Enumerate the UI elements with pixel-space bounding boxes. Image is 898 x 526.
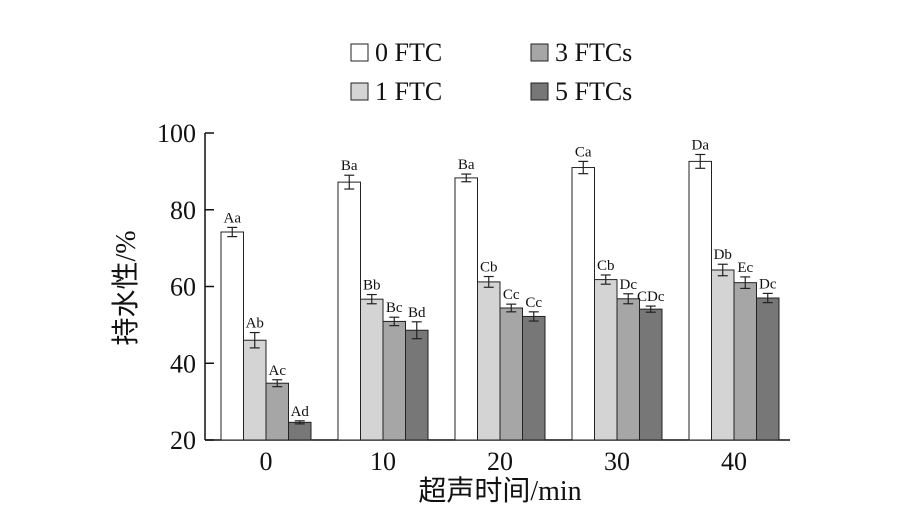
bar (405, 329, 429, 441)
significance-label: Bc (386, 300, 403, 316)
significance-label: Aa (224, 210, 242, 226)
significance-label: Ca (575, 144, 592, 160)
bar (688, 160, 712, 441)
significance-label: Ba (458, 157, 475, 173)
significance-label: Ec (737, 260, 753, 276)
bar (337, 181, 361, 441)
significance-label: Ad (291, 404, 310, 420)
legend-item: 1 FTC (350, 77, 442, 106)
bar (594, 279, 618, 441)
significance-label: Dc (620, 277, 638, 293)
bar (243, 339, 267, 441)
bar (382, 320, 406, 441)
y-tick-label: 100 (157, 119, 196, 148)
legend-item: 5 FTCs (530, 77, 632, 106)
bar (522, 315, 546, 441)
bar (616, 298, 640, 441)
x-tick-label: 40 (721, 447, 747, 476)
x-tick-label: 10 (370, 447, 396, 476)
bar (360, 298, 384, 441)
significance-label: Cb (480, 260, 498, 276)
x-tick-label: 20 (487, 447, 513, 476)
legend-swatch (350, 43, 369, 62)
bar (639, 308, 663, 441)
x-axis-title: 超声时间/min (418, 475, 581, 507)
bar-group-40: Da Db Ec Dc (688, 137, 780, 441)
significance-label: Da (692, 137, 710, 153)
significance-label: Cc (525, 295, 542, 311)
bar (265, 382, 289, 441)
bar (477, 281, 501, 441)
significance-label: Db (714, 247, 732, 263)
bar (499, 307, 523, 441)
significance-label: Cb (597, 258, 615, 274)
legend-label: 5 FTCs (555, 77, 632, 106)
bar (220, 231, 244, 441)
bar (454, 177, 478, 441)
bar (288, 421, 312, 441)
legend-swatch (530, 82, 549, 101)
y-axis-title: 持水性/% (110, 230, 142, 345)
significance-label: Ba (341, 158, 358, 174)
bar (711, 269, 735, 441)
significance-label: Bb (363, 278, 381, 294)
significance-label: Ab (246, 316, 264, 332)
y-tick-label: 60 (170, 273, 196, 302)
x-tick-label: 30 (604, 447, 630, 476)
significance-label: Cc (503, 287, 520, 303)
bar-group-20: Ba Cb Cc Cc (454, 157, 546, 441)
significance-label: Bd (408, 305, 426, 321)
legend: 0 FTC 1 FTC 3 FTCs 5 FTCs (350, 38, 632, 106)
y-tick-label: 20 (170, 426, 196, 455)
y-axis: 20 40 60 80 100 (157, 119, 214, 455)
bar-group-10: Ba Bb Bc Bd (337, 158, 429, 441)
y-tick-label: 80 (170, 196, 196, 225)
legend-label: 3 FTCs (555, 38, 632, 67)
x-axis: 0 10 20 30 40 (205, 439, 790, 476)
y-tick-label: 40 (170, 349, 196, 378)
legend-swatch (350, 82, 369, 101)
legend-label: 0 FTC (375, 38, 442, 67)
legend-item: 0 FTC (350, 38, 442, 67)
bar-group-0: Aa Ab Ac Ad (220, 210, 312, 441)
significance-label: Ac (269, 363, 287, 379)
bar (756, 297, 780, 441)
legend-item: 3 FTCs (530, 38, 632, 67)
bar (733, 282, 757, 441)
bar (571, 167, 595, 441)
significance-label: Dc (759, 276, 777, 292)
legend-swatch (530, 43, 549, 62)
legend-label: 1 FTC (375, 77, 442, 106)
significance-label: CDc (637, 289, 665, 305)
x-tick-label: 0 (260, 447, 273, 476)
